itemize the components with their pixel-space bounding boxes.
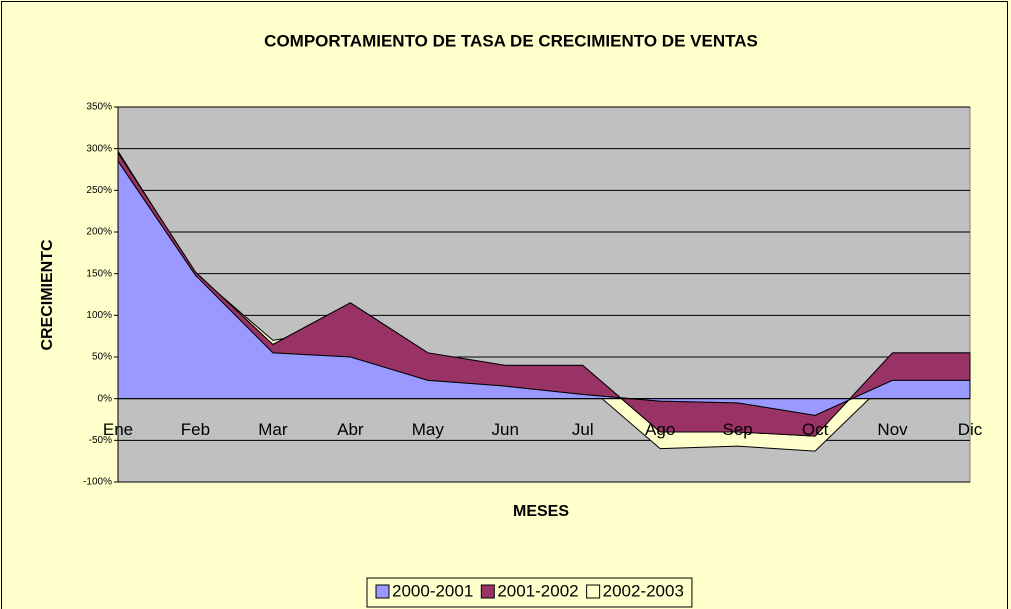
y-tick-label: -100% <box>83 477 112 488</box>
x-tick-label: May <box>412 420 445 439</box>
legend-label: 2002-2003 <box>603 581 684 600</box>
y-tick-label: -50% <box>89 435 112 446</box>
x-tick-label: Feb <box>181 420 210 439</box>
x-axis-label: MESES <box>513 503 569 520</box>
y-tick-label: 200% <box>86 227 112 238</box>
y-tick-label: 300% <box>86 143 112 154</box>
x-tick-label: Jul <box>572 420 594 439</box>
y-tick-label: 100% <box>86 310 112 321</box>
x-tick-label: Oct <box>802 420 829 439</box>
y-tick-label: 250% <box>86 185 112 196</box>
y-axis-label: CRECIMIENTC <box>39 239 56 351</box>
x-tick-label: Ago <box>645 420 675 439</box>
plot-area <box>117 106 971 483</box>
x-tick-label: Mar <box>258 420 288 439</box>
y-tick-label: 50% <box>92 352 112 363</box>
x-tick-label: Dic <box>958 420 983 439</box>
x-tick-label: Abr <box>337 420 364 439</box>
legend-label: 2001-2002 <box>497 581 578 600</box>
legend-swatch <box>586 584 601 599</box>
chart-title: COMPORTAMIENTO DE TASA DE CRECIMIENTO DE… <box>264 31 758 50</box>
legend-swatch <box>480 584 495 599</box>
x-tick-label: Sep <box>723 420 753 439</box>
y-tick-label: 150% <box>86 268 112 279</box>
x-tick-label: Ene <box>103 420 133 439</box>
y-tick-label: 350% <box>86 102 112 113</box>
x-tick-label: Jun <box>492 420 519 439</box>
legend-swatch <box>375 584 390 599</box>
x-tick-label: Nov <box>877 420 908 439</box>
legend <box>366 577 693 608</box>
legend-label: 2000-2001 <box>392 581 473 600</box>
y-tick-label: 0% <box>98 393 113 404</box>
